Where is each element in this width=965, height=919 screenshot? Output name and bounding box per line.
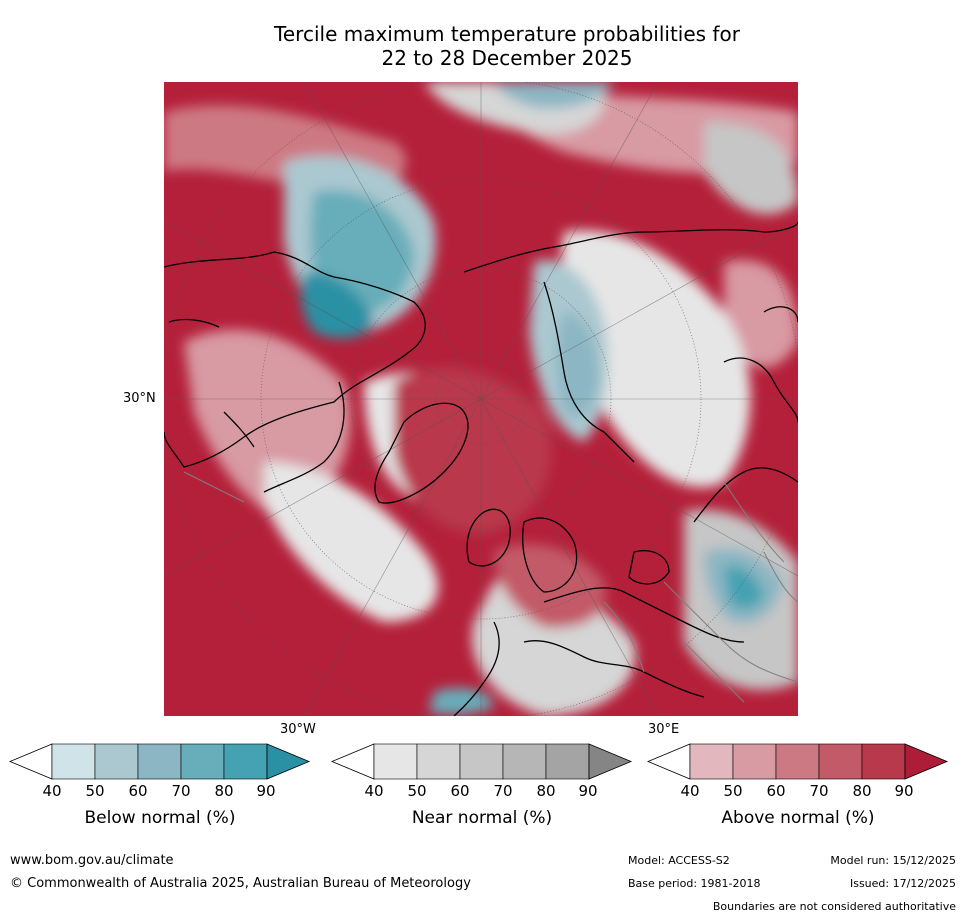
cb-above-tick: 60 (766, 782, 786, 800)
colorbar-segment (861, 743, 906, 780)
colorbar-above-normal-label: Above normal (%) (721, 808, 875, 828)
colorbar-below-normal (8, 743, 312, 785)
footer-issued: Issued: 17/12/2025 (849, 877, 956, 890)
colorbar-extend-low (8, 743, 53, 780)
cb-below-tick: 50 (85, 782, 105, 800)
colorbar-above-normal-gradient (646, 743, 949, 780)
colorbar-segment (775, 743, 820, 780)
cb-above-tick: 70 (809, 782, 829, 800)
cb-near-tick: 60 (450, 782, 470, 800)
lon-label-30w: 30°W (280, 722, 316, 737)
colorbar-segment (545, 743, 590, 780)
colorbar-segment (223, 743, 268, 780)
probability-fields (164, 82, 798, 716)
map-canvas (164, 82, 798, 716)
cb-below-tick: 70 (171, 782, 191, 800)
colorbar-segment (94, 743, 139, 780)
colorbar-extend-high (266, 743, 311, 780)
colorbar-near-normal (330, 743, 634, 785)
cb-below-tick: 60 (128, 782, 148, 800)
colorbar-above-normal (646, 743, 950, 785)
colorbar-extend-high (904, 743, 949, 780)
coastlines (164, 221, 798, 716)
footer-base-period: Base period: 1981-2018 (628, 877, 761, 890)
meridians (164, 82, 798, 716)
cb-near-tick: 70 (493, 782, 513, 800)
lat-label-30n: 30°N (123, 391, 156, 406)
colorbar-segment (689, 743, 734, 780)
footer-model-run: Model run: 15/12/2025 (830, 854, 956, 867)
cb-above-tick: 40 (680, 782, 700, 800)
cb-above-tick: 90 (894, 782, 914, 800)
colorbar-extend-low (330, 743, 375, 780)
colorbar-near-normal-gradient (330, 743, 633, 780)
map-title-line1: Tercile maximum temperature probabilitie… (274, 22, 740, 46)
colorbar-near-normal-label: Near normal (%) (411, 808, 553, 828)
colorbar-extend-high (588, 743, 633, 780)
lon-label-30e: 30°E (648, 722, 680, 737)
footer-url[interactable]: www.bom.gov.au/climate (10, 853, 174, 868)
cb-below-tick: 80 (214, 782, 234, 800)
colorbar-extend-low (646, 743, 691, 780)
colorbar-segment (732, 743, 777, 780)
map-title-line2: 22 to 28 December 2025 (381, 46, 633, 70)
colorbar-segment (502, 743, 547, 780)
cb-above-tick: 80 (852, 782, 872, 800)
footer-copyright: © Commonwealth of Australia 2025, Austra… (10, 876, 471, 891)
cb-near-tick: 80 (536, 782, 556, 800)
cb-below-tick: 90 (256, 782, 276, 800)
cb-near-tick: 40 (364, 782, 384, 800)
colorbar-segment (51, 743, 96, 780)
colorbar-segment (459, 743, 504, 780)
colorbar-below-normal-gradient (8, 743, 311, 780)
country-borders (183, 471, 798, 703)
cb-above-tick: 50 (723, 782, 743, 800)
colorbar-segment (818, 743, 863, 780)
colorbar-below-normal-label: Below normal (%) (84, 808, 236, 828)
cb-below-tick: 40 (42, 782, 62, 800)
map-title: Tercile maximum temperature probabilitie… (160, 22, 854, 70)
colorbar-segment (416, 743, 461, 780)
footer-model: Model: ACCESS-S2 (628, 854, 730, 867)
cb-near-tick: 90 (578, 782, 598, 800)
footer-disclaimer: Boundaries are not considered authoritat… (712, 900, 956, 913)
colorbar-segment (137, 743, 182, 780)
colorbar-segment (373, 743, 418, 780)
cb-near-tick: 50 (407, 782, 427, 800)
colorbar-segment (180, 743, 225, 780)
probability-map (164, 82, 798, 716)
